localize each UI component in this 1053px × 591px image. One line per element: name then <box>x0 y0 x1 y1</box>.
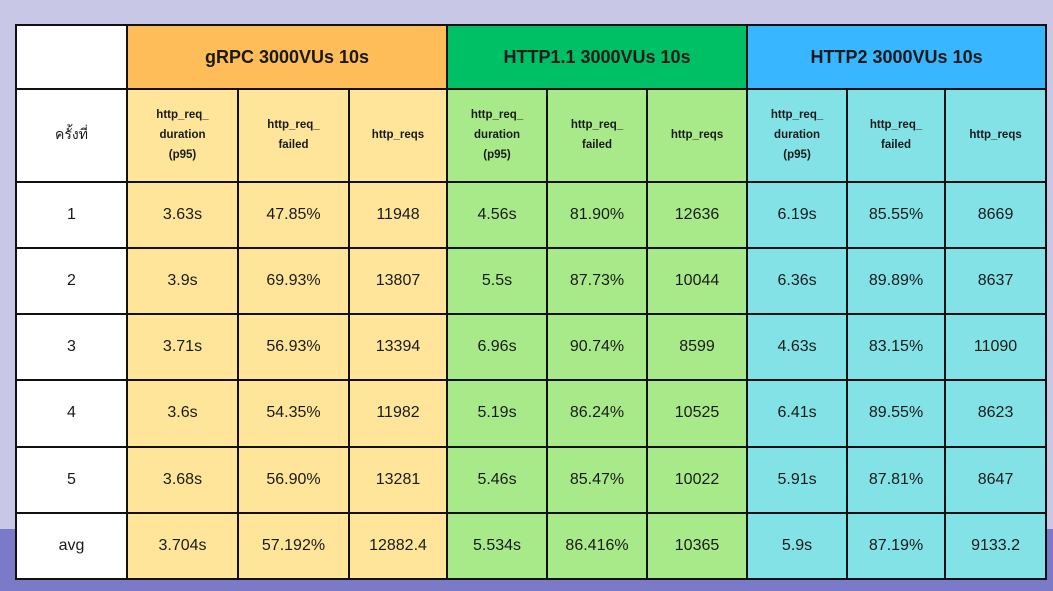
http2-failed-cell: 89.55% <box>846 379 947 448</box>
group-header-http1: HTTP1.1 3000VUs 10s <box>446 23 749 91</box>
metric-header-reqs: http_reqs <box>347 88 449 183</box>
http1-duration-cell: 4.56s <box>446 180 549 249</box>
table-row: avg 3.704s 57.192% 12882.4 5.534s 86.416% 1036… <box>15 511 1048 581</box>
http1-duration-cell: 5.19s <box>446 379 549 448</box>
metric-header-reqs: http_reqs <box>944 88 1048 183</box>
grpc-reqs-cell: 13281 <box>347 445 449 514</box>
grpc-failed-cell: 56.90% <box>237 445 350 514</box>
metric-header-failed: http_req_ failed <box>846 88 947 183</box>
metric-header-duration: http_req_ duration (p95) <box>746 88 849 183</box>
grpc-failed-cell: 69.93% <box>237 246 350 316</box>
http2-duration-cell: 4.63s <box>746 313 849 382</box>
metric-header-row: ครั้งที่ http_req_ duration (p95) http_r… <box>15 88 1048 183</box>
grpc-reqs-cell: 13807 <box>347 246 449 316</box>
grpc-failed-cell: 56.93% <box>237 313 350 382</box>
http1-failed-cell: 90.74% <box>546 313 649 382</box>
http1-reqs-cell: 10044 <box>646 246 749 316</box>
run-label-cell: 2 <box>15 246 128 316</box>
grpc-reqs-cell: 13394 <box>347 313 449 382</box>
http2-reqs-cell: 11090 <box>944 313 1048 382</box>
http1-duration-cell: 5.46s <box>446 445 549 514</box>
table-row: 4 3.6s 54.35% 11982 5.19s 86.24% 10525 6.41s 89.… <box>15 379 1048 448</box>
table-row: 5 3.68s 56.90% 13281 5.46s 85.47% 10022 5.91s 87… <box>15 445 1048 514</box>
http1-failed-cell: 86.24% <box>546 379 649 448</box>
run-label-cell: 1 <box>15 180 128 249</box>
metric-header-duration: http_req_ duration (p95) <box>126 88 239 183</box>
http2-reqs-cell: 9133.2 <box>944 511 1048 581</box>
grpc-failed-cell: 47.85% <box>237 180 350 249</box>
http2-failed-cell: 87.19% <box>846 511 947 581</box>
http1-reqs-cell: 10525 <box>646 379 749 448</box>
http1-failed-cell: 86.416% <box>546 511 649 581</box>
http1-failed-cell: 87.73% <box>546 246 649 316</box>
run-label-cell: 3 <box>15 313 128 382</box>
group-header-grpc: gRPC 3000VUs 10s <box>125 23 449 91</box>
metric-header-duration: http_req_ duration (p95) <box>446 88 549 183</box>
http2-failed-cell: 85.55% <box>846 180 947 249</box>
corner-cell <box>15 23 128 91</box>
grpc-duration-cell: 3.9s <box>126 246 239 316</box>
grpc-duration-cell: 3.68s <box>126 445 239 514</box>
metric-header-reqs: http_reqs <box>646 88 749 183</box>
http2-failed-cell: 83.15% <box>846 313 947 382</box>
run-label-cell: 4 <box>15 379 128 448</box>
grpc-duration-cell: 3.63s <box>126 180 239 249</box>
grpc-reqs-cell: 12882.4 <box>347 511 449 581</box>
http1-duration-cell: 5.534s <box>446 511 549 581</box>
http2-failed-cell: 87.81% <box>846 445 947 514</box>
http2-reqs-cell: 8637 <box>944 246 1048 316</box>
grpc-duration-cell: 3.6s <box>126 379 239 448</box>
table-row: 1 3.63s 47.85% 11948 4.56s 81.90% 12636 6.19s 85… <box>15 180 1048 249</box>
group-header-row: gRPC 3000VUs 10s HTTP1.1 3000VUs 10s HTT… <box>15 23 1048 91</box>
table-row: 2 3.9s 69.93% 13807 5.5s 87.73% 10044 6.36s 89.8… <box>15 246 1048 316</box>
http1-reqs-cell: 10365 <box>646 511 749 581</box>
http1-failed-cell: 85.47% <box>546 445 649 514</box>
http2-duration-cell: 6.19s <box>746 180 849 249</box>
grpc-duration-cell: 3.71s <box>126 313 239 382</box>
http1-reqs-cell: 8599 <box>646 313 749 382</box>
grpc-reqs-cell: 11982 <box>347 379 449 448</box>
grpc-duration-cell: 3.704s <box>126 511 239 581</box>
http1-duration-cell: 5.5s <box>446 246 549 316</box>
http1-reqs-cell: 12636 <box>646 180 749 249</box>
http2-duration-cell: 6.41s <box>746 379 849 448</box>
grpc-failed-cell: 57.192% <box>237 511 350 581</box>
run-number-header: ครั้งที่ <box>15 88 128 183</box>
run-label-cell: avg <box>15 511 128 581</box>
grpc-reqs-cell: 11948 <box>347 180 449 249</box>
http1-reqs-cell: 10022 <box>646 445 749 514</box>
table-row: 3 3.71s 56.93% 13394 6.96s 90.74% 8599 4.63s 83.… <box>15 313 1048 382</box>
http2-duration-cell: 5.9s <box>746 511 849 581</box>
grpc-failed-cell: 54.35% <box>237 379 350 448</box>
http1-failed-cell: 81.90% <box>546 180 649 249</box>
metric-header-failed: http_req_ failed <box>237 88 350 183</box>
http2-reqs-cell: 8669 <box>944 180 1048 249</box>
http2-failed-cell: 89.89% <box>846 246 947 316</box>
http1-duration-cell: 6.96s <box>446 313 549 382</box>
http2-duration-cell: 6.36s <box>746 246 849 316</box>
metric-header-failed: http_req_ failed <box>546 88 649 183</box>
http2-reqs-cell: 8647 <box>944 445 1048 514</box>
run-label-cell: 5 <box>15 445 128 514</box>
group-header-http2: HTTP2 3000VUs 10s <box>746 23 1048 91</box>
http2-reqs-cell: 8623 <box>944 379 1048 448</box>
benchmark-table: gRPC 3000VUs 10s HTTP1.1 3000VUs 10s HTT… <box>15 23 1048 581</box>
http2-duration-cell: 5.91s <box>746 445 849 514</box>
